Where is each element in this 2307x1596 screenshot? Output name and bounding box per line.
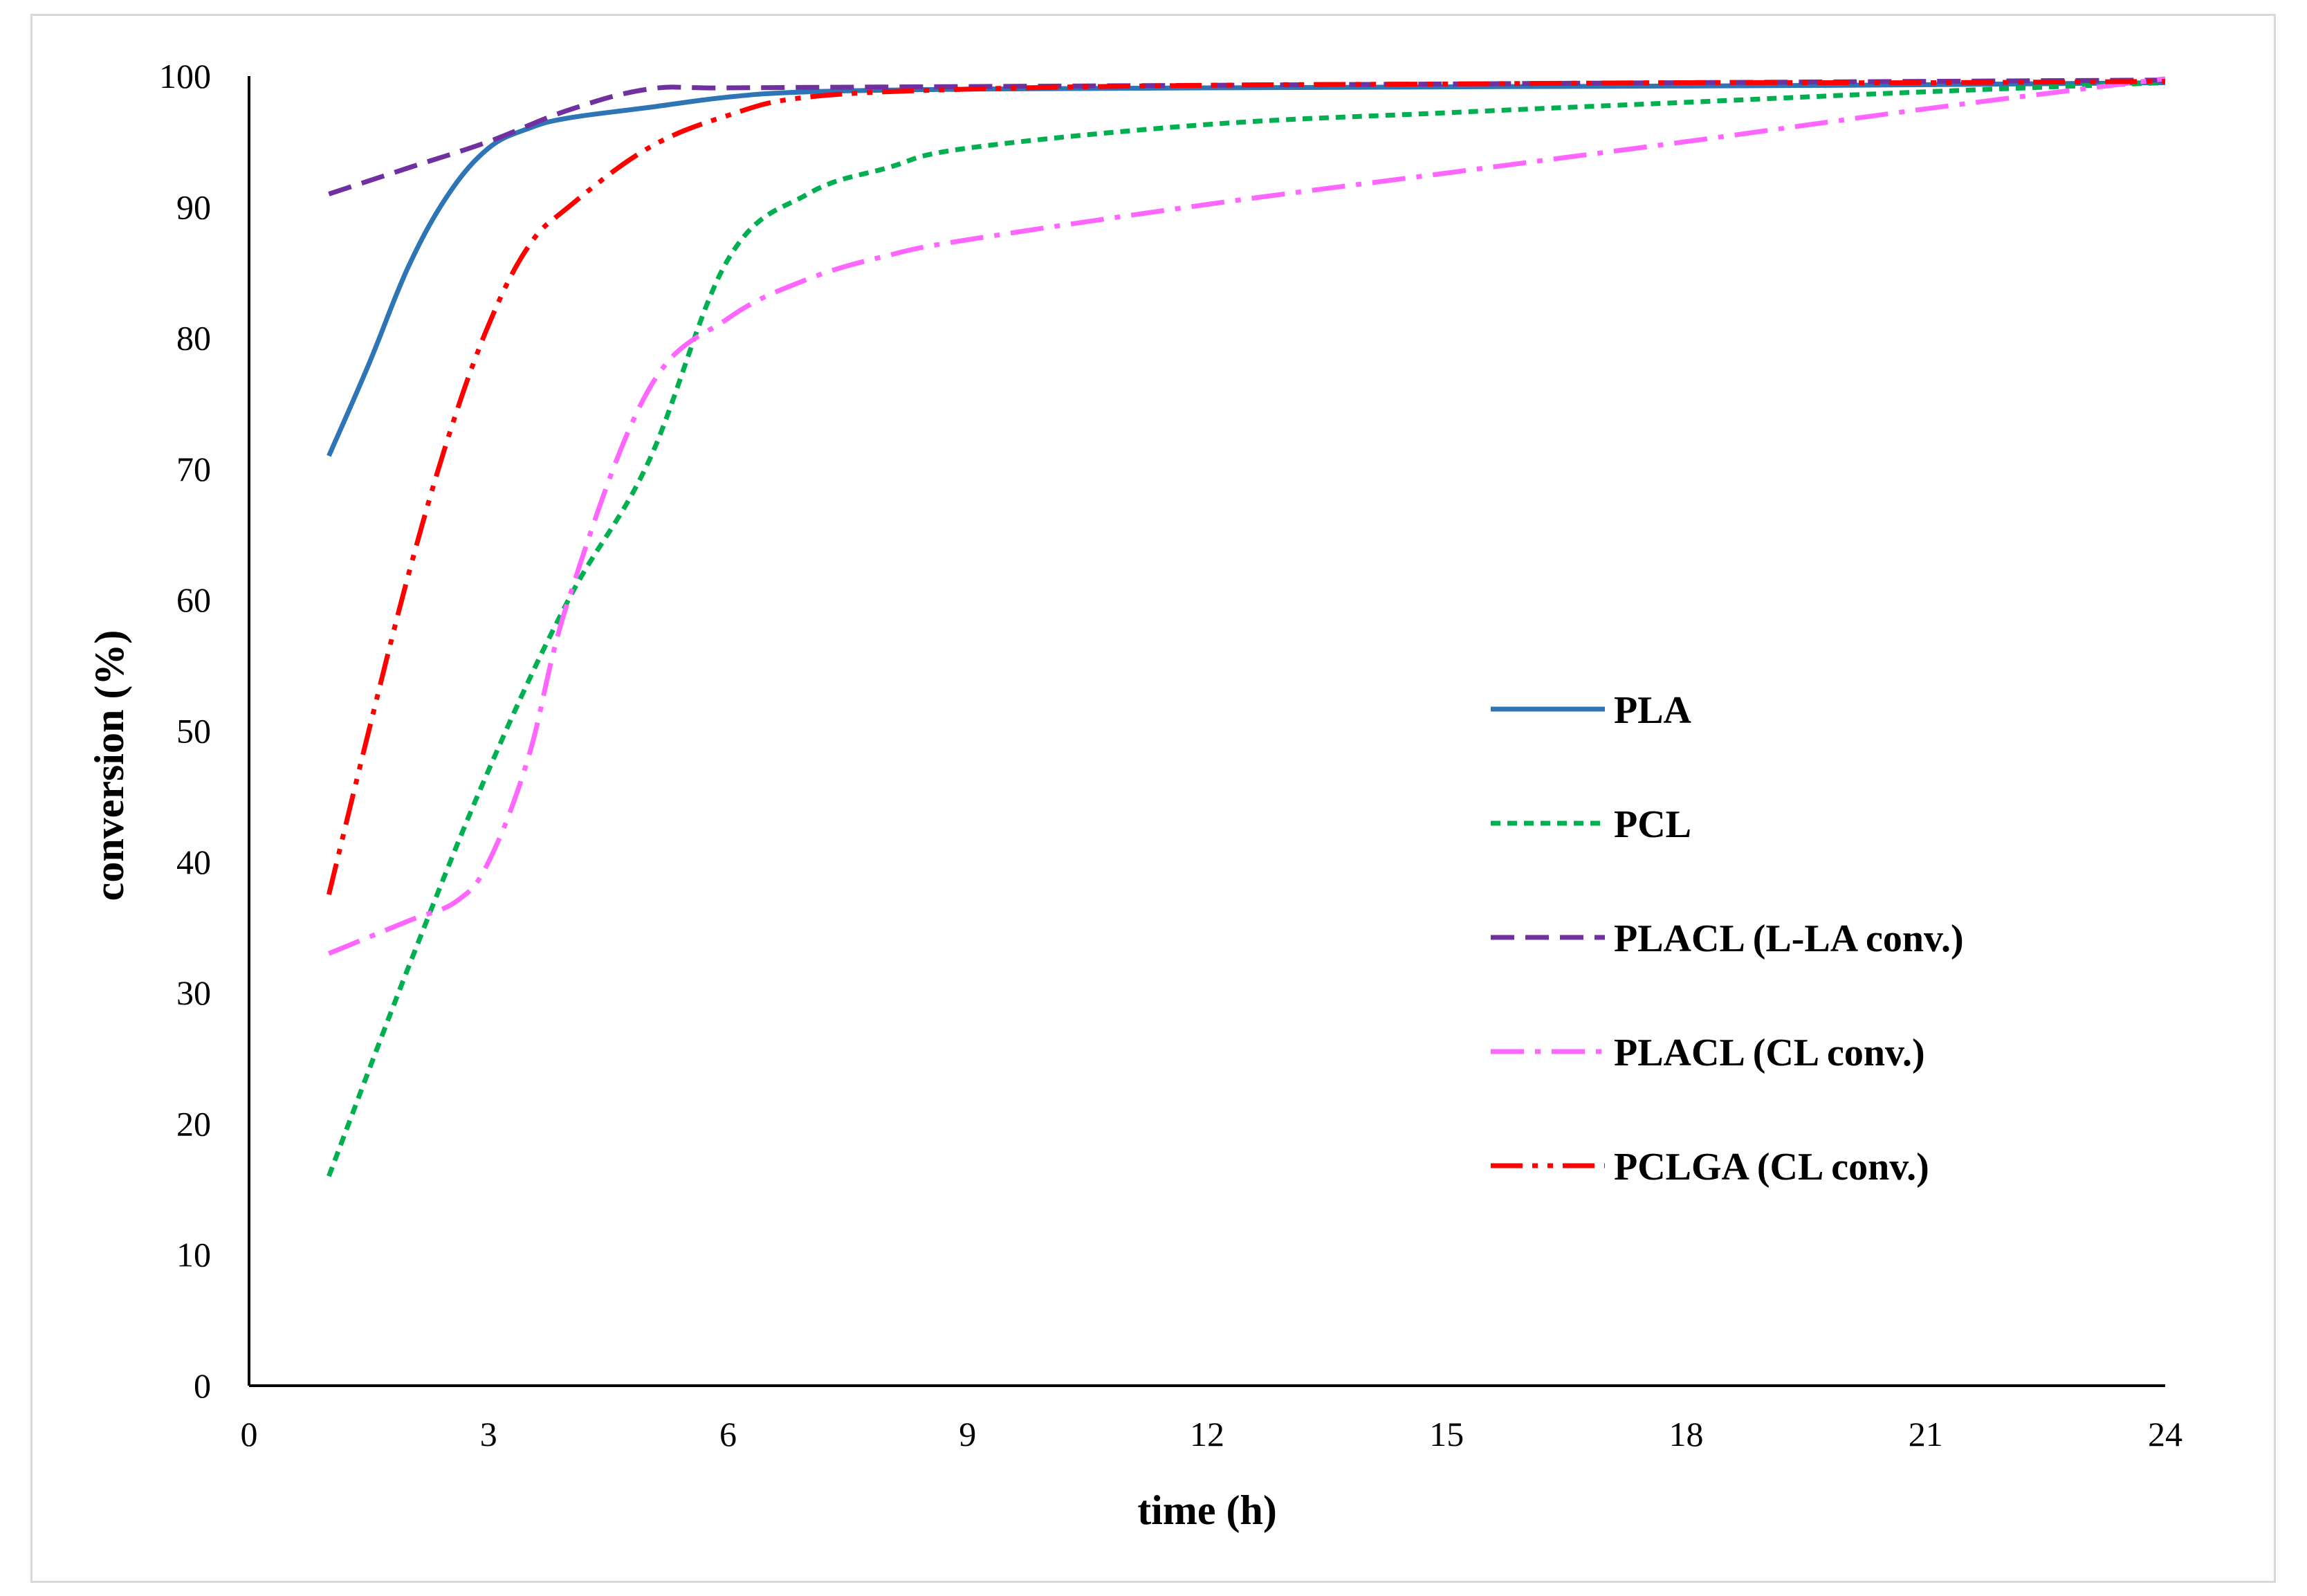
y-tick-label: 80	[176, 319, 211, 358]
y-tick-label: 30	[176, 973, 211, 1012]
x-tick-label: 12	[1190, 1415, 1224, 1453]
series-lines	[326, 76, 2166, 1177]
x-tick-labels: 0 3 6 9 12 15 18 21 24	[241, 1415, 2183, 1453]
x-axis-title: time (h)	[1137, 1487, 1277, 1533]
x-tick-label: 21	[1909, 1415, 1943, 1453]
legend-label-placl-cl-conv: PLACL (CL conv.)	[1614, 1031, 1925, 1074]
legend: PLA PCL PLACL (L-LA conv.) PLACL (CL conv.)…	[1491, 689, 1964, 1189]
x-tick-label: 24	[2148, 1415, 2182, 1453]
legend-label-pclga-cl-conv: PCLGA (CL conv.)	[1614, 1146, 1929, 1189]
y-tick-label: 40	[176, 843, 211, 881]
y-tick-label: 70	[176, 450, 211, 488]
series-line-placl-cl-conv	[328, 76, 2166, 956]
legend-label-pla: PLA	[1614, 689, 1692, 732]
y-tick-label: 10	[176, 1236, 211, 1274]
y-tick-label: 60	[176, 580, 211, 619]
x-tick-label: 18	[1669, 1415, 1704, 1453]
series-line-pclga-cl-conv	[326, 79, 2166, 895]
legend-label-pcl: PCL	[1614, 803, 1691, 846]
y-axis-title: conversion (%)	[86, 630, 132, 901]
series-line-pcl	[327, 80, 2166, 1177]
y-tick-label: 100	[159, 57, 211, 95]
y-tick-label: 20	[176, 1104, 211, 1143]
legend-label-placl-l-la-conv: PLACL (L-LA conv.)	[1614, 917, 1964, 960]
x-tick-label: 15	[1429, 1415, 1464, 1453]
x-tick-label: 0	[241, 1415, 258, 1453]
series-line-placl-l-la-conv	[328, 77, 2166, 196]
axes	[248, 76, 2165, 1387]
y-tick-label: 50	[176, 712, 211, 751]
y-tick-labels: 0 10 20 30 40 50 60 70 80 90 100	[159, 57, 211, 1405]
x-tick-label: 6	[719, 1415, 737, 1453]
y-tick-label: 90	[176, 187, 211, 226]
x-tick-label: 9	[959, 1415, 976, 1453]
y-tick-label: 0	[194, 1366, 211, 1405]
series-line-pla	[327, 80, 2166, 457]
x-tick-label: 3	[480, 1415, 497, 1453]
